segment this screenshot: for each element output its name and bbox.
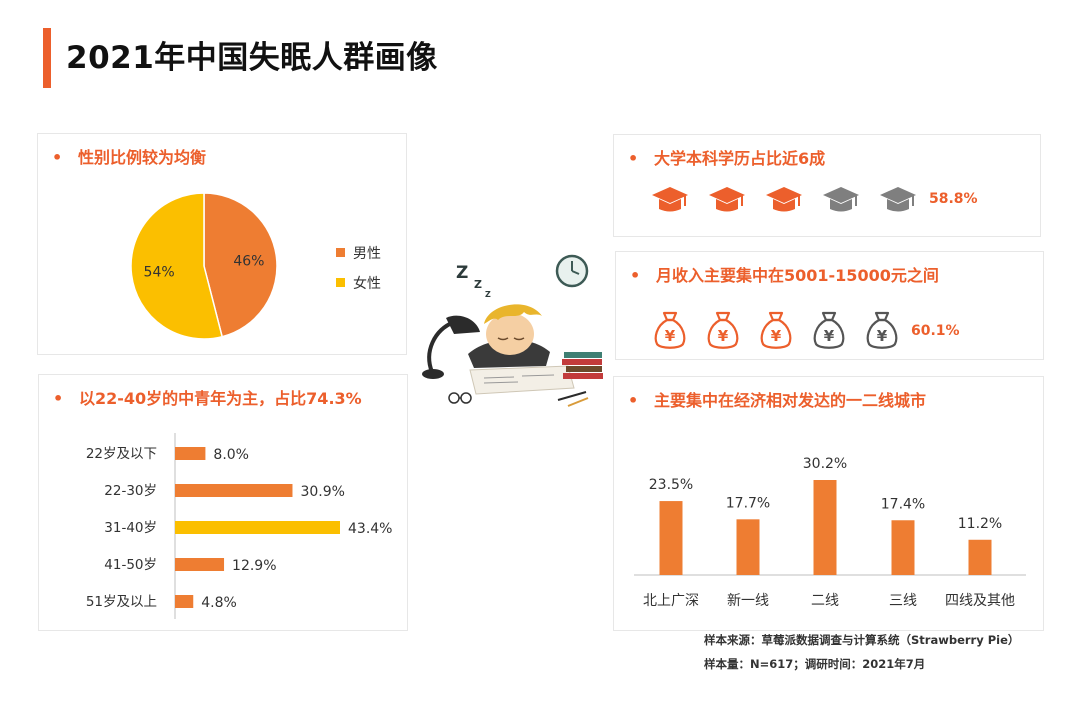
yuan-glyph: ¥	[824, 327, 835, 345]
gender-heading: • 性别比例较为均衡	[52, 144, 206, 168]
title-accent-bar	[43, 28, 51, 88]
age-heading-text: 以22-40岁的中青年为主，占比74.3%	[79, 389, 362, 408]
city-bar	[659, 501, 683, 575]
legend-item-female: 女性	[336, 273, 381, 293]
yuan-glyph: ¥	[771, 327, 782, 345]
bullet: •	[628, 391, 639, 410]
city-panel: • 主要集中在经济相对发达的一二线城市 23.5% 北上广深 17.7% 新一线 30.2…	[613, 376, 1044, 631]
city-value-label: 11.2%	[958, 516, 1002, 532]
education-heading-text: 大学本科学历占比近6成	[654, 149, 826, 168]
money-bag-icon: ¥	[760, 311, 792, 349]
income-heading-text: 月收入主要集中在5001-15000元之间	[656, 266, 939, 285]
gender-panel: • 性别比例较为均衡 46% 54% 男性 女性	[37, 133, 407, 355]
yuan-glyph: ¥	[718, 327, 729, 345]
footnote-sample: 样本量：N=617；调研时间：2021年7月	[704, 657, 926, 671]
city-bar	[968, 539, 992, 575]
city-category-label: 二线	[811, 593, 839, 609]
money-bag-icon: ¥	[866, 311, 898, 349]
age-bar	[175, 484, 293, 497]
city-value-label: 30.2%	[803, 456, 847, 472]
age-category-label: 41-50岁	[104, 557, 157, 573]
city-bar	[891, 520, 915, 575]
legend-swatch-female	[336, 278, 345, 287]
money-bag-icon: ¥	[654, 311, 686, 349]
income-percent: 60.1%	[911, 323, 960, 339]
pie-data-label: 54%	[144, 265, 175, 281]
footnote-source: 样本来源：草莓派数据调查与计算系统（Strawberry Pie）	[704, 633, 1020, 647]
city-heading: • 主要集中在经济相对发达的一二线城市	[628, 387, 926, 411]
age-value-label: 30.9%	[300, 484, 344, 500]
bullet: •	[52, 148, 63, 167]
city-value-label: 17.7%	[726, 495, 770, 511]
age-bar-chart: 22岁及以下 8.0% 22-30岁 30.9% 31-40岁 43.4% 41-50岁 12…	[86, 433, 392, 619]
pie-slice-0	[203, 192, 278, 338]
age-bar	[175, 558, 225, 571]
age-bar	[175, 447, 206, 460]
city-value-label: 23.5%	[649, 477, 693, 493]
age-value-label: 12.9%	[232, 558, 276, 574]
yuan-glyph: ¥	[665, 327, 676, 345]
city-heading-text: 主要集中在经济相对发达的一二线城市	[654, 391, 927, 410]
education-panel: • 大学本科学历占比近6成 58.8%	[613, 134, 1041, 237]
gender-heading-text: 性别比例较为均衡	[78, 148, 207, 167]
graduation-cap-icon	[652, 187, 688, 212]
age-heading: • 以22-40岁的中青年为主，占比74.3%	[53, 385, 362, 409]
age-category-label: 22岁及以下	[86, 446, 157, 462]
pie-slice-1	[130, 192, 224, 340]
city-bar	[736, 519, 760, 575]
pie-data-label: 46%	[233, 253, 264, 269]
city-category-label: 新一线	[727, 593, 769, 609]
graduation-cap-icon	[823, 187, 859, 212]
age-category-label: 31-40岁	[104, 520, 157, 536]
graduation-cap-icon	[766, 187, 802, 212]
age-value-label: 8.0%	[213, 447, 249, 463]
city-category-label: 北上广深	[643, 593, 699, 609]
age-category-label: 51岁及以上	[86, 594, 157, 610]
city-bar-chart: 23.5% 北上广深 17.7% 新一线 30.2% 二线 17.4% 三线 11.2% 四线及其…	[634, 456, 1026, 609]
money-bag-icon: ¥	[813, 311, 845, 349]
city-category-label: 四线及其他	[945, 593, 1015, 609]
legend-label-female: 女性	[353, 276, 381, 292]
graduation-cap-icon	[709, 187, 745, 212]
age-bar	[175, 521, 340, 534]
legend-swatch-male	[336, 248, 345, 257]
city-category-label: 三线	[889, 593, 917, 609]
svg-text:Z: Z	[474, 278, 482, 291]
bullet: •	[628, 149, 639, 168]
svg-text:Z: Z	[456, 263, 468, 283]
bullet: •	[53, 389, 64, 408]
income-panel: • 月收入主要集中在5001-15000元之间 ¥ ¥ ¥ ¥ ¥60.1%	[615, 251, 1044, 360]
legend-item-male: 男性	[336, 243, 381, 263]
income-icon-row: ¥ ¥ ¥ ¥ ¥60.1%	[652, 310, 960, 352]
education-icon-row: 58.8%	[650, 183, 978, 215]
income-heading: • 月收入主要集中在5001-15000元之间	[630, 262, 939, 286]
money-bag-icon: ¥	[707, 311, 739, 349]
age-panel: • 以22-40岁的中青年为主，占比74.3% 22岁及以下 8.0% 22-30岁 3…	[38, 374, 408, 631]
graduation-cap-icon	[880, 187, 916, 212]
age-value-label: 43.4%	[348, 521, 392, 537]
gender-pie-chart: 46% 54%	[130, 192, 278, 340]
education-heading: • 大学本科学历占比近6成	[628, 145, 825, 169]
city-value-label: 17.4%	[881, 496, 925, 512]
svg-text:Z: Z	[485, 290, 491, 299]
city-bar	[813, 480, 837, 575]
age-value-label: 4.8%	[201, 595, 237, 611]
sleeping-student-icon: Z Z Z	[422, 254, 603, 407]
education-percent: 58.8%	[929, 191, 978, 207]
yuan-glyph: ¥	[877, 327, 888, 345]
legend-label-male: 男性	[353, 246, 381, 262]
age-bar	[175, 595, 194, 608]
bullet: •	[630, 266, 641, 285]
age-category-label: 22-30岁	[104, 483, 157, 499]
page-title: 2021年中国失眠人群画像	[66, 40, 438, 76]
